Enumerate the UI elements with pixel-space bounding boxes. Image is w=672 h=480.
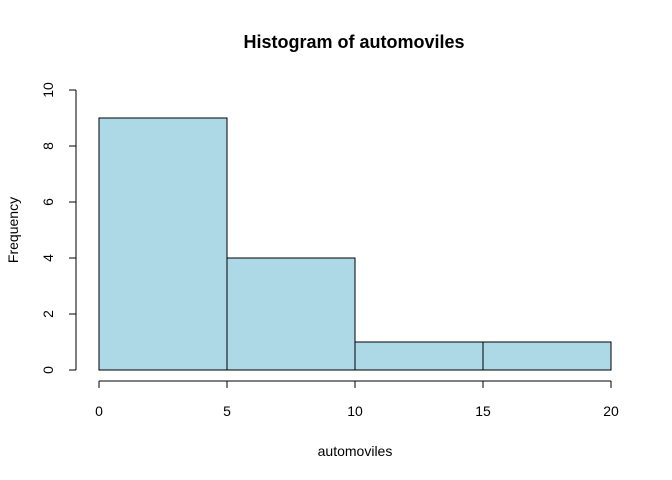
x-tick-label: 20 bbox=[603, 403, 619, 419]
y-tick-label: 10 bbox=[40, 82, 56, 98]
histogram-bar-1 bbox=[226, 257, 356, 371]
histogram-bar-0 bbox=[98, 117, 228, 371]
x-tick-label: 5 bbox=[223, 403, 231, 419]
x-tick-label: 0 bbox=[95, 403, 103, 419]
y-axis-label: Frequency bbox=[5, 197, 21, 263]
y-axis: 0 2 4 6 8 10 bbox=[40, 82, 77, 374]
bars-group bbox=[98, 117, 612, 371]
x-axis: 0 5 10 15 20 bbox=[95, 380, 619, 419]
y-tick-label: 0 bbox=[40, 366, 56, 374]
histogram-bar-3 bbox=[482, 341, 612, 371]
chart-title: Histogram of automoviles bbox=[243, 32, 464, 52]
y-tick-label: 2 bbox=[40, 310, 56, 318]
histogram-bar-2 bbox=[354, 341, 484, 371]
x-tick-label: 15 bbox=[475, 403, 491, 419]
x-tick-label: 10 bbox=[347, 403, 363, 419]
y-tick-label: 8 bbox=[40, 142, 56, 150]
x-axis-label: automoviles bbox=[318, 443, 393, 459]
y-tick-label: 4 bbox=[40, 254, 56, 262]
y-tick-label: 6 bbox=[40, 198, 56, 206]
